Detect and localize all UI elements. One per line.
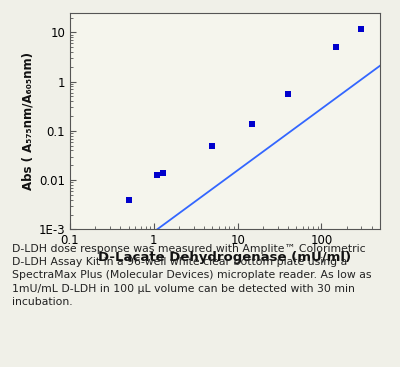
Point [249,121,256,127]
Point [125,197,132,203]
Point [154,172,160,178]
X-axis label: D-Lacate Dehydrogenase (mU/ml): D-Lacate Dehydrogenase (mU/ml) [98,251,352,264]
Point [358,26,365,32]
Point [160,170,166,176]
Point [333,44,339,50]
Point [209,143,216,149]
Text: D-LDH dose response was measured with Amplite™ Colorimetric
D-LDH Assay Kit in a: D-LDH dose response was measured with Am… [12,244,372,307]
Point [285,91,291,97]
Y-axis label: Abs ( A₅₇₅nm/A₆₀₅nm): Abs ( A₅₇₅nm/A₆₀₅nm) [21,52,34,190]
